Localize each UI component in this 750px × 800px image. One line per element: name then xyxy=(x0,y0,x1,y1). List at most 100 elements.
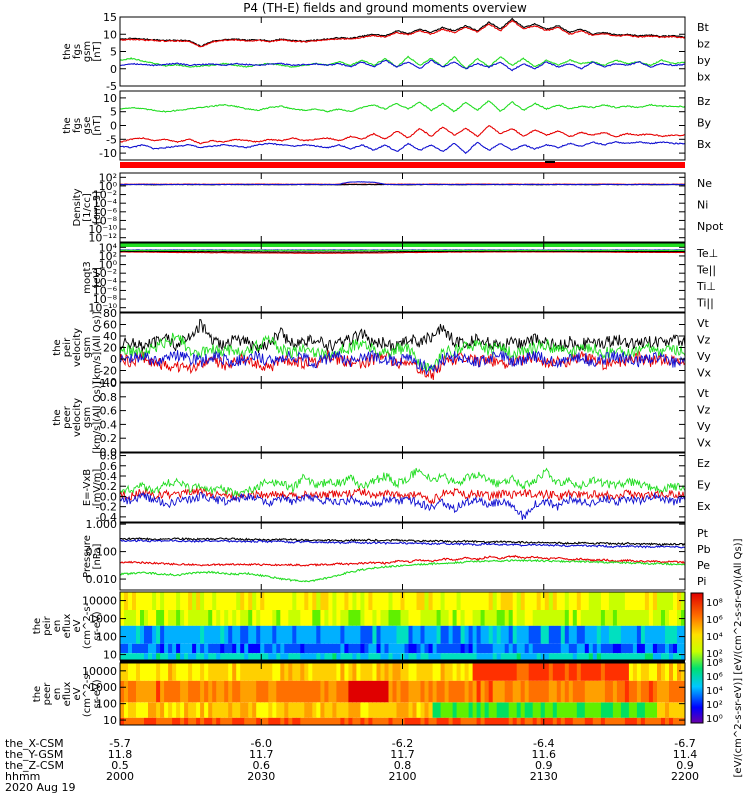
spectrogram-cell xyxy=(344,592,349,610)
spectrogram-cell xyxy=(384,680,390,703)
spectrogram-cell xyxy=(548,643,554,654)
spectrogram-cell xyxy=(348,702,353,718)
spectrogram-cell xyxy=(332,625,337,644)
spectrogram-cell xyxy=(224,702,229,718)
legend-pb: Pb xyxy=(697,543,711,556)
spectrogram-cell xyxy=(276,625,281,644)
spectrogram-cell xyxy=(432,653,438,660)
spectrogram-cell xyxy=(244,663,249,681)
spectrogram-cell xyxy=(188,717,193,725)
xaxis-row-label: the_X-CSM xyxy=(5,737,64,750)
spectrogram-cell xyxy=(504,717,510,725)
spectrogram-cell xyxy=(372,610,377,626)
spectrogram-cell xyxy=(536,610,542,626)
spectrogram-cell xyxy=(196,717,201,725)
spectrogram-cell xyxy=(552,663,558,681)
spectrogram-cell xyxy=(472,643,478,654)
spectrogram-cell xyxy=(208,592,213,610)
spectrogram-cell xyxy=(140,717,145,725)
spectrogram-cell xyxy=(272,702,277,718)
spectrogram-cell xyxy=(136,625,141,644)
spectrogram-cell xyxy=(224,643,229,654)
spectrogram-cell xyxy=(640,643,646,654)
panel-0-ylabel: fgs xyxy=(72,44,83,59)
figure-title: P4 (TH-E) fields and ground moments over… xyxy=(243,1,527,15)
spectrogram-cell xyxy=(464,610,470,626)
series-te-line xyxy=(120,250,685,253)
spectrogram-cell xyxy=(536,592,542,610)
spectrogram-cell xyxy=(140,643,145,654)
spectrogram-cell xyxy=(516,653,522,660)
xaxis-row-value: 0.9 xyxy=(535,759,553,772)
spectrogram-cell xyxy=(661,702,666,718)
spectrogram-cell xyxy=(657,625,662,644)
spectrogram-cell xyxy=(364,663,369,681)
spectrogram-cell xyxy=(356,702,361,718)
spectrogram-cell xyxy=(244,680,249,703)
spectrogram-cell xyxy=(568,717,574,725)
spectrogram-cell xyxy=(216,680,221,703)
spectrogram-cell xyxy=(124,717,129,725)
spectrogram-cell xyxy=(604,653,610,660)
spectrogram-cell xyxy=(504,702,510,718)
spectrogram-cell xyxy=(476,702,482,718)
spectrogram-cell xyxy=(216,663,221,681)
spectrogram-cell xyxy=(524,663,530,681)
spectrogram-cell xyxy=(644,717,650,725)
spectrogram-cell xyxy=(496,592,502,610)
xaxis-row-value: 0.8 xyxy=(394,759,412,772)
spectrogram-cell xyxy=(640,592,646,610)
spectrogram-cell xyxy=(612,643,618,654)
spectrogram-cell xyxy=(368,680,373,703)
spectrogram-cell xyxy=(620,592,626,610)
spectrogram-cell xyxy=(300,717,305,725)
ytick-label: 0.100 xyxy=(86,546,118,559)
spectrogram-cell xyxy=(332,680,337,703)
spectrogram-cell xyxy=(176,643,181,654)
spectrogram-cell xyxy=(132,702,137,718)
spectrogram-cell xyxy=(324,717,329,725)
ytick-label: 60 xyxy=(103,319,117,332)
spectrogram-cell xyxy=(296,643,301,654)
panel-9-ylabel: peer xyxy=(42,682,53,706)
spectrogram-cell xyxy=(500,625,506,644)
ytick-label: 1.000 xyxy=(86,518,118,531)
spectrogram-cell xyxy=(488,702,494,718)
spectrogram-cell xyxy=(520,702,526,718)
spectrogram-cell xyxy=(156,592,161,610)
spectrogram-cell xyxy=(372,702,377,718)
spectrogram-cell xyxy=(673,592,678,610)
spectrogram-cell xyxy=(224,625,229,644)
spectrogram-cell xyxy=(264,717,269,725)
ytick-label: -0.2 xyxy=(96,501,117,514)
spectrogram-cell xyxy=(244,592,249,610)
spectrogram-cell xyxy=(176,653,181,660)
spectrogram-cell xyxy=(669,592,674,610)
spectrogram-cell xyxy=(356,643,361,654)
spectrogram-cell xyxy=(681,702,685,718)
spectrogram-cell xyxy=(256,717,261,725)
spectrogram-cell xyxy=(616,625,622,644)
spectrogram-cell xyxy=(168,717,173,725)
spectrogram-cell xyxy=(540,717,546,725)
spectrogram-cell xyxy=(665,610,670,626)
spectrogram-cell xyxy=(480,643,486,654)
spectrogram-cell xyxy=(624,680,630,703)
spectrogram-cell xyxy=(344,663,349,681)
spectrogram-cell xyxy=(644,702,650,718)
spectrogram-cell xyxy=(332,717,337,725)
spectrogram-cell xyxy=(580,625,586,644)
spectrogram-cell xyxy=(144,717,149,725)
spectrogram-cell xyxy=(420,680,426,703)
spectrogram-cell xyxy=(404,663,410,681)
spectrogram-cell xyxy=(432,680,438,703)
spectrogram-cell xyxy=(396,625,402,644)
spectrogram-cell xyxy=(312,592,317,610)
spectrogram-cell xyxy=(312,653,317,660)
panel-5-ylabel: gsm xyxy=(82,407,93,428)
ytick-label: 10 xyxy=(103,92,117,105)
spectrogram-cell xyxy=(432,610,438,626)
spectrogram-cell xyxy=(232,643,237,654)
spectrogram-cell xyxy=(316,717,321,725)
spectrogram-cell xyxy=(240,663,245,681)
